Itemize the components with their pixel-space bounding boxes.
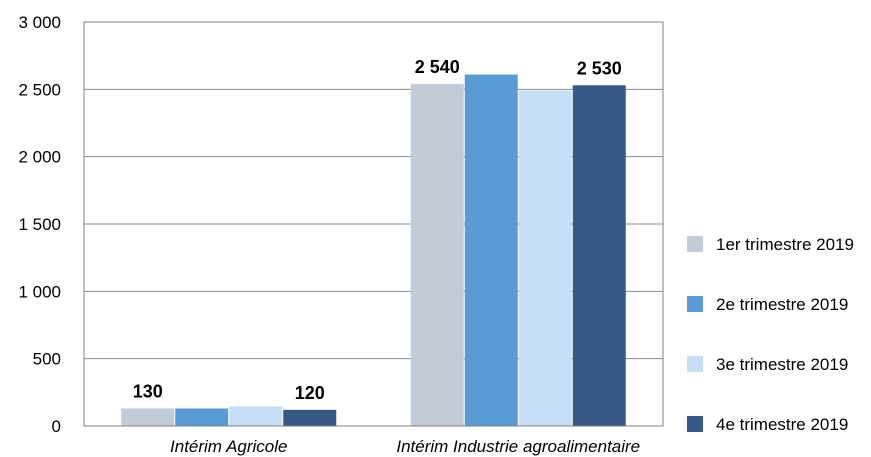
legend-swatch bbox=[687, 416, 703, 432]
legend-label: 1er trimestre 2019 bbox=[716, 235, 854, 254]
legend-label: 4e trimestre 2019 bbox=[716, 415, 848, 434]
y-tick-label: 500 bbox=[33, 350, 61, 369]
y-tick-label: 0 bbox=[52, 417, 61, 436]
bar bbox=[175, 408, 229, 426]
bar bbox=[518, 90, 572, 427]
y-tick-label: 2 500 bbox=[18, 80, 61, 99]
bars bbox=[121, 74, 626, 427]
y-tick-label: 1 500 bbox=[18, 215, 61, 234]
legend-swatch bbox=[687, 236, 703, 252]
legend-label: 2e trimestre 2019 bbox=[716, 295, 848, 314]
data-label: 2 540 bbox=[415, 57, 460, 77]
bar bbox=[464, 74, 518, 427]
y-axis: 0 500 1 000 1 500 2 000 2 500 3 000 bbox=[18, 13, 61, 436]
x-axis: Intérim Agricole Intérim Industrie agroal… bbox=[170, 437, 640, 456]
y-tick-label: 3 000 bbox=[18, 13, 61, 32]
data-label: 120 bbox=[295, 383, 325, 403]
legend-swatch bbox=[687, 356, 703, 372]
legend-swatch bbox=[687, 296, 703, 312]
data-label: 2 530 bbox=[577, 58, 622, 78]
bar bbox=[283, 409, 337, 426]
x-category-label: Intérim Industrie agroalimentaire bbox=[396, 437, 640, 456]
legend-label: 3e trimestre 2019 bbox=[716, 355, 848, 374]
data-label: 130 bbox=[133, 381, 163, 401]
plot-frame bbox=[83, 21, 664, 427]
y-tick-label: 1 000 bbox=[18, 282, 61, 301]
bar bbox=[121, 408, 175, 426]
bar bbox=[229, 406, 283, 426]
data-labels: 130 120 2 540 2 530 bbox=[133, 57, 622, 403]
x-category-label: Intérim Agricole bbox=[170, 437, 287, 456]
legend: 1er trimestre 2019 2e trimestre 2019 3e tr… bbox=[687, 235, 854, 434]
bar bbox=[572, 85, 626, 426]
bar bbox=[410, 83, 464, 427]
y-tick-label: 2 000 bbox=[18, 148, 61, 167]
